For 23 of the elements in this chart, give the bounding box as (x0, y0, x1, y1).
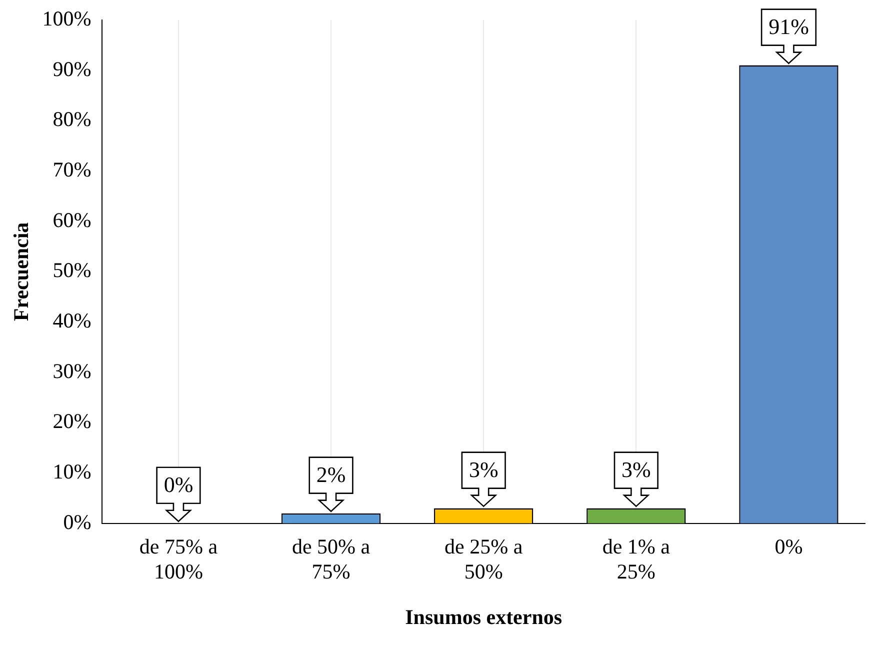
data-label: 3% (468, 457, 498, 482)
x-tick-label: de 25% a 50% (444, 534, 524, 584)
y-tick-label: 0% (63, 510, 92, 534)
x-tick-label: de 50% a 75% (292, 534, 371, 584)
data-label: 0% (164, 472, 194, 498)
x-tick-label: 0% (774, 534, 803, 559)
y-tick-label: 70% (52, 158, 92, 182)
y-tick-label: 50% (52, 258, 92, 282)
y-tick-label: 100% (42, 6, 92, 31)
data-label: 2% (316, 462, 346, 488)
x-axis-title: Insumos externos (405, 604, 562, 629)
y-tick-label: 40% (52, 308, 92, 333)
y-tick-label: 10% (52, 460, 92, 484)
x-tick-label: de 75% a 100% (139, 534, 218, 584)
y-tick-label: 30% (52, 358, 92, 383)
y-axis-title: Frecuencia (9, 222, 34, 322)
data-label: 91% (768, 14, 809, 40)
y-tick-label: 90% (52, 56, 92, 81)
y-tick-label: 80% (52, 107, 92, 132)
x-tick-label: de 1% a 25% (602, 534, 671, 584)
data-label: 3% (621, 457, 651, 482)
y-tick-label: 60% (52, 208, 92, 232)
y-tick-label: 20% (52, 409, 92, 434)
